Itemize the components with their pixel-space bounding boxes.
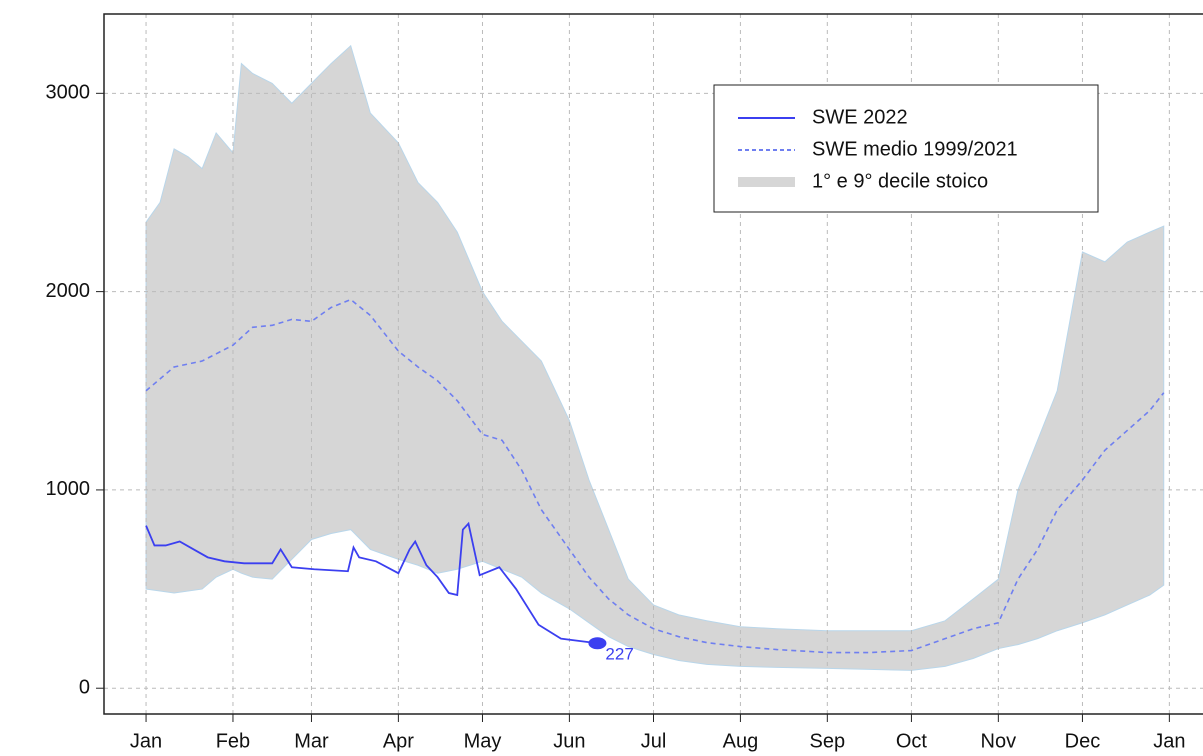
x-tick-label: Jul — [641, 730, 667, 752]
x-tick-label: Dec — [1065, 730, 1101, 752]
x-tick-label: Nov — [981, 730, 1017, 752]
x-tick-label: Aug — [723, 730, 759, 752]
x-tick-label: Sep — [810, 730, 846, 752]
decile-band — [145, 44, 1165, 671]
y-tick-label: 2000 — [46, 280, 91, 302]
x-tick-label: Mar — [294, 730, 329, 752]
series-line — [145, 521, 598, 645]
legend-box — [713, 84, 1099, 213]
series-line — [145, 298, 1165, 654]
end-value-label: 227 — [605, 645, 633, 664]
end-marker — [588, 637, 607, 650]
legend-label: SWE medio 1999/2021 — [812, 138, 1018, 160]
legend-label: SWE 2022 — [812, 106, 908, 128]
y-tick-label: 0 — [79, 677, 90, 699]
x-tick-label: May — [464, 730, 502, 752]
x-tick-label: Oct — [896, 730, 928, 752]
x-tick-label: Jun — [553, 730, 585, 752]
y-tick-label: 1000 — [46, 478, 91, 500]
x-tick-label: Apr — [383, 730, 414, 752]
x-tick-label: Jan — [130, 730, 162, 752]
x-tick-label: Feb — [216, 730, 250, 752]
legend-label: 1° e 9° decile stoico — [812, 170, 988, 192]
x-tick-label: Jan — [1153, 730, 1185, 752]
y-tick-label: 3000 — [46, 82, 91, 104]
